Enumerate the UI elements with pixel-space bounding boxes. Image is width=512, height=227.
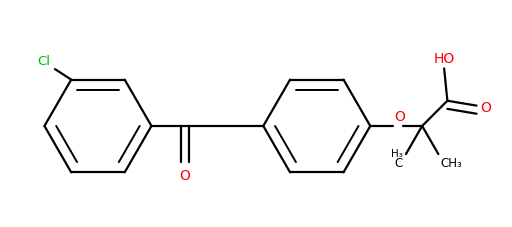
Text: CH₃: CH₃ — [440, 156, 462, 169]
Text: O: O — [179, 168, 190, 182]
Text: Cl: Cl — [37, 55, 50, 68]
Text: O: O — [480, 101, 490, 115]
Text: HO: HO — [434, 52, 455, 66]
Text: C: C — [394, 156, 403, 169]
Text: O: O — [395, 109, 406, 123]
Text: H₃: H₃ — [391, 148, 403, 158]
